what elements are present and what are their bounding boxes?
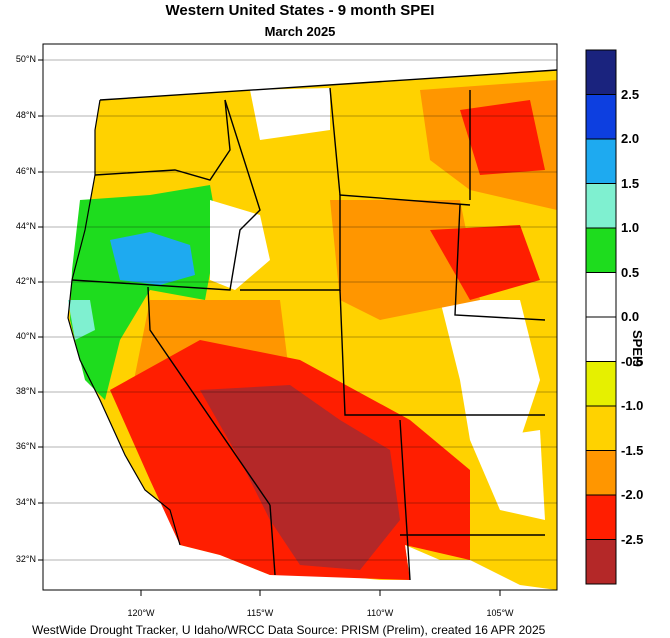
region-neutral-colorado bbox=[440, 300, 540, 440]
colorbar-swatch-6 bbox=[585, 316, 617, 362]
region-severe-wyoming bbox=[430, 225, 540, 300]
colorbar-swatch-4 bbox=[585, 227, 617, 273]
colorbar-label-3: 1.0 bbox=[621, 220, 640, 235]
colorbar-label-6: -0.5 bbox=[621, 354, 644, 369]
colorbar-label-5: 0.0 bbox=[621, 309, 640, 324]
graticule bbox=[43, 59, 557, 561]
region-wet-northwest bbox=[70, 185, 218, 400]
lat-label-50: 50°N bbox=[15, 54, 36, 64]
region-very-wet-oregon bbox=[110, 232, 195, 285]
region-neutral-montana bbox=[250, 88, 330, 140]
state-borders bbox=[71, 69, 557, 581]
region-very-wet-coast bbox=[68, 300, 95, 340]
colorbar-label-7: -1.0 bbox=[621, 398, 644, 413]
lat-label-42: 42°N bbox=[15, 276, 36, 286]
colorbar-label-4: 0.5 bbox=[621, 265, 640, 280]
colorbar-swatch-8 bbox=[585, 405, 617, 451]
colorbar-label-0: 2.5 bbox=[621, 87, 640, 102]
map-border bbox=[42, 43, 558, 591]
colorbar-label-9: -2.0 bbox=[621, 487, 644, 502]
region-severe-montana bbox=[460, 100, 545, 175]
coastline bbox=[67, 99, 181, 546]
region-neutral-idaho bbox=[210, 200, 270, 290]
lat-label-40: 40°N bbox=[15, 331, 36, 341]
lat-label-36: 36°N bbox=[15, 441, 36, 451]
credit-line: WestWide Drought Tracker, U Idaho/WRCC D… bbox=[32, 623, 546, 637]
colorbar-label-1: 2.0 bbox=[621, 131, 640, 146]
colorbar-swatch-7 bbox=[585, 361, 617, 407]
colorbar-swatch-3 bbox=[585, 183, 617, 229]
lat-label-34: 34°N bbox=[15, 497, 36, 507]
colorbar-swatch-2 bbox=[585, 138, 617, 184]
colorbar-swatch-0 bbox=[585, 49, 617, 95]
region-neutral-nm-east bbox=[470, 430, 545, 520]
map-title: Western United States - 9 month SPEI bbox=[165, 2, 435, 19]
region-extreme-southwest bbox=[200, 385, 400, 570]
lon-label-110: 110°W bbox=[366, 608, 394, 618]
lon-label-115: 115°W bbox=[246, 608, 274, 618]
map-body bbox=[43, 59, 557, 590]
colorbar-swatch-9 bbox=[585, 450, 617, 496]
lat-label-46: 46°N bbox=[15, 166, 36, 176]
lat-label-48: 48°N bbox=[15, 110, 36, 120]
lat-ticks bbox=[38, 59, 43, 561]
lon-label-105: 105°W bbox=[486, 608, 514, 618]
lat-label-38: 38°N bbox=[15, 386, 36, 396]
lat-label-44: 44°N bbox=[15, 221, 36, 231]
colorbar-swatch-5 bbox=[585, 272, 617, 318]
colorbar-title: SPEI9 bbox=[630, 330, 645, 367]
lat-label-32: 32°N bbox=[15, 554, 36, 564]
colorbar-label-10: -2.5 bbox=[621, 532, 644, 547]
map-subtitle: March 2025 bbox=[264, 24, 336, 39]
colorbar-swatch-10 bbox=[585, 494, 617, 540]
lon-label-120: 120°W bbox=[127, 608, 155, 618]
colorbar-label-2: 1.5 bbox=[621, 176, 640, 191]
colorbar-label-8: -1.5 bbox=[621, 443, 644, 458]
colorbar-swatch-11 bbox=[585, 539, 617, 585]
colorbar-swatch-1 bbox=[585, 94, 617, 140]
colorbar bbox=[585, 49, 617, 585]
lon-ticks bbox=[140, 590, 501, 596]
